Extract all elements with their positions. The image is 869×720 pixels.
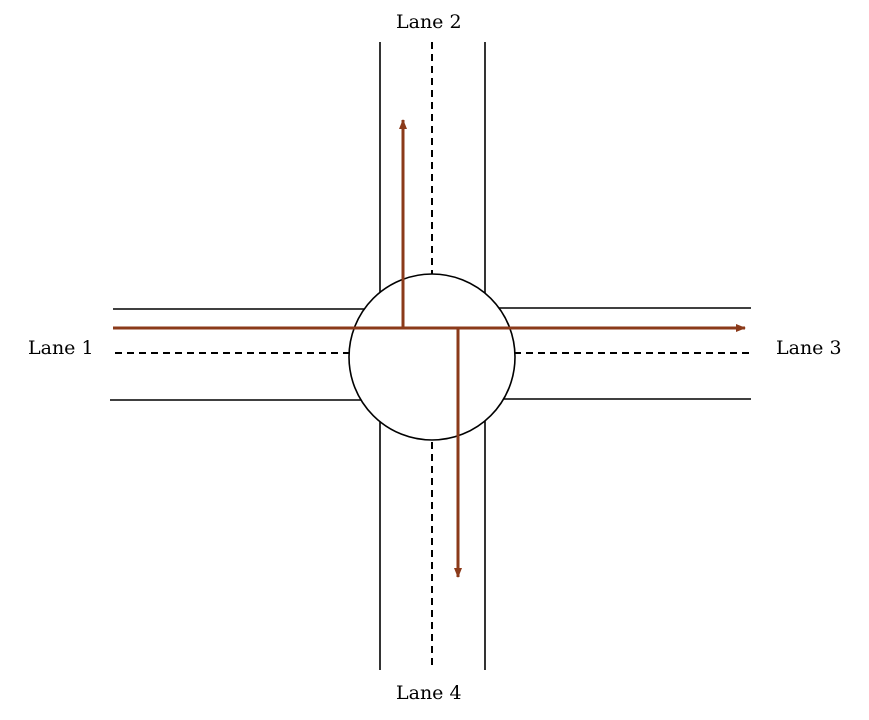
lane-2-label: Lane 2 [396,11,462,33]
roundabout-circle [348,273,516,441]
lane-3-label: Lane 3 [776,337,842,359]
lane-4-label: Lane 4 [396,682,462,704]
lane-1-label: Lane 1 [28,337,94,359]
